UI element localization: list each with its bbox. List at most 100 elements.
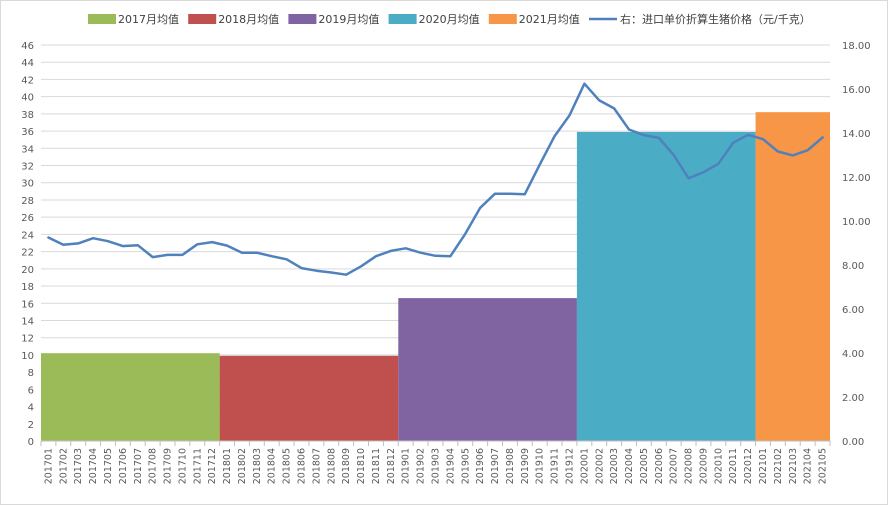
x-tick-label: 201806 <box>297 448 308 484</box>
y-left-tick-label: 32 <box>21 162 34 173</box>
y-right-tick-label: 10.00 <box>842 217 871 228</box>
x-tick-label: 202002 <box>594 448 605 484</box>
x-tick-label: 201903 <box>431 448 442 484</box>
y-right-tick-label: 18.00 <box>842 41 871 52</box>
x-tick-label: 201703 <box>73 448 84 484</box>
bar <box>398 298 577 441</box>
y-left-tick-label: 8 <box>28 368 34 379</box>
x-tick-label: 201812 <box>386 448 397 484</box>
x-tick-label: 202003 <box>609 448 620 484</box>
y-right-tick-label: 16.00 <box>842 85 871 96</box>
y-right-tick-label: 4.00 <box>842 349 864 360</box>
x-tick-label: 202006 <box>654 448 665 484</box>
x-tick-label: 202009 <box>698 448 709 484</box>
x-tick-label: 201902 <box>416 448 427 484</box>
x-tick-label: 202005 <box>639 448 650 484</box>
x-tick-label: 201708 <box>148 448 159 484</box>
x-tick-label: 201808 <box>326 448 337 484</box>
legend-label: 2017月均值 <box>118 13 179 26</box>
legend-swatch <box>288 14 317 24</box>
x-tick-label: 201801 <box>222 448 233 484</box>
x-tick-label: 202001 <box>579 448 590 484</box>
y-left-tick-label: 34 <box>21 144 34 155</box>
y-left-tick-label: 2 <box>28 420 34 431</box>
y-left-tick-label: 6 <box>28 385 34 396</box>
x-tick-label: 201912 <box>564 448 575 484</box>
y-left-tick-label: 18 <box>21 282 34 293</box>
bar <box>219 355 399 441</box>
series-line <box>47 82 824 276</box>
line-series-layer <box>47 82 824 276</box>
x-tick-label: 202007 <box>669 448 680 484</box>
x-tick-label: 201706 <box>118 448 129 484</box>
legend-label: 2018月均值 <box>218 13 279 26</box>
y-right-tick-label: 2.00 <box>842 393 864 404</box>
x-tick-label: 202012 <box>743 448 754 484</box>
x-tick-label: 201904 <box>445 448 456 484</box>
x-tick-label: 201802 <box>237 448 248 484</box>
x-tick-label: 202011 <box>728 448 739 484</box>
x-tick-label: 201710 <box>177 448 188 484</box>
y-left-tick-label: 40 <box>21 93 34 104</box>
x-tick-label: 201811 <box>371 448 382 484</box>
y-right-tick-label: 14.00 <box>842 129 871 140</box>
y-left-tick-label: 44 <box>21 58 34 69</box>
x-tick-label: 202008 <box>684 448 695 484</box>
x-tick-label: 201701 <box>43 448 54 484</box>
x-tick-label: 201905 <box>460 448 471 484</box>
bar-series-layer <box>41 112 830 442</box>
x-tick-label: 202103 <box>788 448 799 484</box>
y-right-tick-label: 8.00 <box>842 261 864 272</box>
x-tick-label: 201711 <box>192 448 203 484</box>
x-tick-label: 201907 <box>490 448 501 484</box>
x-tick-label: 202102 <box>773 448 784 484</box>
y-left-tick-label: 10 <box>21 351 34 362</box>
axes: 0246810121416182022242628303234363840424… <box>21 41 870 484</box>
x-tick-label: 201810 <box>356 448 367 484</box>
x-tick-label: 202004 <box>624 448 635 484</box>
x-tick-label: 202010 <box>713 448 724 484</box>
x-tick-label: 201709 <box>163 448 174 484</box>
y-left-tick-label: 16 <box>21 299 34 310</box>
legend-swatch <box>88 14 116 24</box>
y-left-tick-label: 0 <box>28 437 34 448</box>
y-left-tick-label: 42 <box>21 75 34 86</box>
x-tick-label: 202104 <box>803 448 814 484</box>
legend-swatch <box>488 14 517 24</box>
x-tick-label: 201909 <box>520 448 531 484</box>
y-left-tick-label: 30 <box>21 179 34 190</box>
x-tick-label: 201804 <box>267 448 278 484</box>
y-left-tick-label: 12 <box>21 334 34 345</box>
x-tick-label: 202105 <box>818 448 829 484</box>
x-tick-label: 201705 <box>103 448 114 484</box>
x-tick-label: 201910 <box>535 448 546 484</box>
y-left-tick-label: 38 <box>21 110 34 121</box>
x-tick-label: 201911 <box>550 448 561 484</box>
y-right-tick-label: 12.00 <box>842 173 871 184</box>
x-tick-label: 201704 <box>88 448 99 484</box>
x-tick-label: 201803 <box>252 448 263 484</box>
x-tick-label: 201805 <box>282 448 293 484</box>
legend: 2017月均值 2018月均值 2019月均值 2020月均值 2021月均值 右：进口单… <box>88 12 811 26</box>
x-tick-label: 201807 <box>311 448 322 484</box>
x-tick-label: 201702 <box>58 448 69 484</box>
x-tick-label: 202101 <box>758 448 769 484</box>
y-left-tick-label: 46 <box>21 41 34 52</box>
y-left-tick-label: 28 <box>21 196 34 207</box>
y-left-tick-label: 36 <box>21 127 34 138</box>
legend-label: 右：进口单价折算生猪价格（元/千克） <box>620 12 811 26</box>
y-left-tick-label: 24 <box>21 230 34 241</box>
y-left-tick-label: 26 <box>21 213 34 224</box>
bar <box>576 131 756 442</box>
x-tick-label: 201908 <box>505 448 516 484</box>
legend-label: 2021月均值 <box>519 13 580 26</box>
y-left-tick-label: 20 <box>21 265 34 276</box>
x-tick-label: 201707 <box>133 448 144 484</box>
x-tick-label: 201906 <box>475 448 486 484</box>
legend-swatch <box>388 14 417 24</box>
y-right-tick-label: 6.00 <box>842 305 864 316</box>
bar <box>41 353 220 441</box>
y-right-tick-label: 0.00 <box>842 437 864 448</box>
